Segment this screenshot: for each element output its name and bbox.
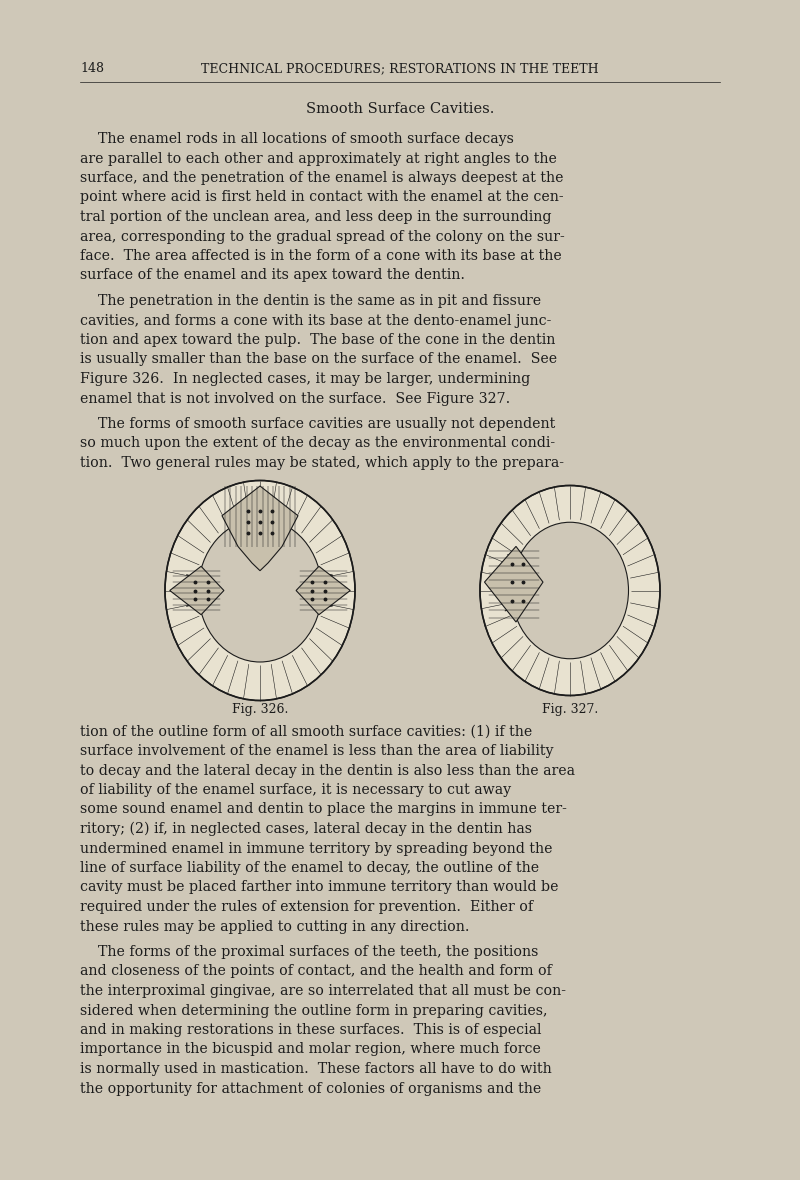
Ellipse shape [480, 485, 660, 695]
Text: these rules may be applied to cutting in any direction.: these rules may be applied to cutting in… [80, 919, 470, 933]
Text: area, corresponding to the gradual spread of the colony on the sur-: area, corresponding to the gradual sprea… [80, 229, 565, 243]
Text: TECHNICAL PROCEDURES; RESTORATIONS IN THE TEETH: TECHNICAL PROCEDURES; RESTORATIONS IN TH… [201, 63, 599, 76]
Ellipse shape [511, 523, 629, 658]
Text: the opportunity for attachment of colonies of organisms and the: the opportunity for attachment of coloni… [80, 1082, 542, 1095]
Text: tral portion of the unclean area, and less deep in the surrounding: tral portion of the unclean area, and le… [80, 210, 551, 224]
Text: surface of the enamel and its apex toward the dentin.: surface of the enamel and its apex towar… [80, 269, 465, 282]
Text: and in making restorations in these surfaces.  This is of especial: and in making restorations in these surf… [80, 1023, 542, 1037]
Text: cavity must be placed farther into immune territory than would be: cavity must be placed farther into immun… [80, 880, 558, 894]
Text: 148: 148 [80, 63, 104, 76]
Text: The forms of smooth surface cavities are usually not dependent: The forms of smooth surface cavities are… [80, 417, 555, 431]
Text: some sound enamel and dentin to place the margins in immune ter-: some sound enamel and dentin to place th… [80, 802, 567, 817]
Text: importance in the bicuspid and molar region, where much force: importance in the bicuspid and molar reg… [80, 1042, 541, 1056]
Text: Smooth Surface Cavities.: Smooth Surface Cavities. [306, 101, 494, 116]
Text: face.  The area affected is in the form of a cone with its base at the: face. The area affected is in the form o… [80, 249, 562, 263]
Text: surface, and the penetration of the enamel is always deepest at the: surface, and the penetration of the enam… [80, 171, 563, 185]
Text: tion of the outline form of all smooth surface cavities: (1) if the: tion of the outline form of all smooth s… [80, 725, 532, 739]
Text: and closeness of the points of contact, and the health and form of: and closeness of the points of contact, … [80, 964, 552, 978]
Text: is normally used in mastication.  These factors all have to do with: is normally used in mastication. These f… [80, 1062, 552, 1076]
Polygon shape [222, 486, 298, 571]
Polygon shape [296, 566, 350, 615]
Text: point where acid is first held in contact with the enamel at the cen-: point where acid is first held in contac… [80, 190, 564, 204]
Text: sidered when determining the outline form in preparing cavities,: sidered when determining the outline for… [80, 1003, 547, 1017]
Text: tion.  Two general rules may be stated, which apply to the prepara-: tion. Two general rules may be stated, w… [80, 455, 564, 470]
Polygon shape [485, 546, 543, 622]
Text: enamel that is not involved on the surface.  See Figure 327.: enamel that is not involved on the surfa… [80, 392, 510, 406]
Text: line of surface liability of the enamel to decay, the outline of the: line of surface liability of the enamel … [80, 861, 539, 876]
Ellipse shape [165, 480, 355, 701]
Text: tion and apex toward the pulp.  The base of the cone in the dentin: tion and apex toward the pulp. The base … [80, 333, 555, 347]
Text: of liability of the enamel surface, it is necessary to cut away: of liability of the enamel surface, it i… [80, 784, 511, 797]
Text: undermined enamel in immune territory by spreading beyond the: undermined enamel in immune territory by… [80, 841, 553, 855]
Text: surface involvement of the enamel is less than the area of liability: surface involvement of the enamel is les… [80, 745, 554, 758]
Text: required under the rules of extension for prevention.  Either of: required under the rules of extension fo… [80, 900, 533, 914]
Text: is usually smaller than the base on the surface of the enamel.  See: is usually smaller than the base on the … [80, 353, 557, 367]
Text: The enamel rods in all locations of smooth surface decays: The enamel rods in all locations of smoo… [80, 132, 514, 146]
Polygon shape [170, 566, 224, 615]
Text: Fig. 327.: Fig. 327. [542, 702, 598, 715]
Text: Fig. 326.: Fig. 326. [232, 702, 288, 715]
Text: so much upon the extent of the decay as the environmental condi-: so much upon the extent of the decay as … [80, 437, 555, 451]
Text: cavities, and forms a cone with its base at the dento-enamel junc-: cavities, and forms a cone with its base… [80, 314, 551, 328]
Text: are parallel to each other and approximately at right angles to the: are parallel to each other and approxima… [80, 151, 557, 165]
Text: The penetration in the dentin is the same as in pit and fissure: The penetration in the dentin is the sam… [80, 294, 541, 308]
Text: the interproximal gingivae, are so interrelated that all must be con-: the interproximal gingivae, are so inter… [80, 984, 566, 998]
Text: to decay and the lateral decay in the dentin is also less than the area: to decay and the lateral decay in the de… [80, 763, 575, 778]
Ellipse shape [198, 519, 322, 662]
Text: Figure 326.  In neglected cases, it may be larger, undermining: Figure 326. In neglected cases, it may b… [80, 372, 530, 386]
Text: The forms of the proximal surfaces of the teeth, the positions: The forms of the proximal surfaces of th… [80, 945, 538, 959]
Text: ritory; (2) if, in neglected cases, lateral decay in the dentin has: ritory; (2) if, in neglected cases, late… [80, 822, 532, 837]
